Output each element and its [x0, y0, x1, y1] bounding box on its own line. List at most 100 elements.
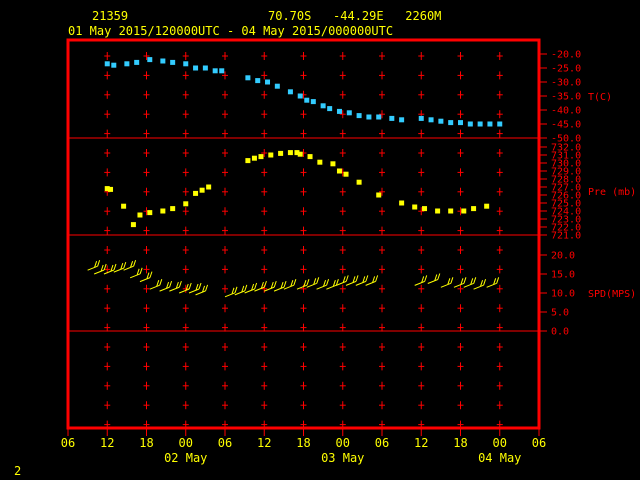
wind-barb: [463, 277, 477, 288]
y-tick-label: 732.0: [551, 143, 581, 154]
data-point: [317, 159, 323, 165]
time-period: 01 May 2015/120000UTC - 04 May 2015/0000…: [68, 24, 394, 38]
wind-barb-shaft: [453, 282, 465, 288]
wind-barb-flag: [241, 285, 245, 293]
wind-barb-flag: [463, 277, 467, 284]
x-tick-label: 00: [336, 436, 350, 450]
data-point: [484, 203, 490, 209]
wind-barb: [283, 279, 297, 290]
wind-barb: [296, 279, 310, 290]
wind-barb-flag: [365, 275, 369, 282]
wind-barb-flag: [483, 279, 487, 286]
data-point: [199, 187, 205, 193]
y-tick-label: 726.0: [551, 191, 581, 202]
wind-barb: [306, 277, 320, 288]
wind-barb-shaft: [414, 280, 425, 286]
data-point: [435, 208, 441, 214]
wind-barb: [224, 286, 238, 298]
data-point: [438, 118, 444, 124]
data-point: [245, 75, 251, 81]
panel-name: SPD(MPS): [588, 289, 636, 300]
date-label: 02 May: [164, 451, 207, 465]
data-point: [134, 59, 140, 65]
data-point: [251, 155, 257, 161]
data-point: [160, 208, 166, 214]
data-point: [183, 61, 189, 67]
data-point: [104, 186, 110, 192]
wind-barb-flag: [205, 284, 209, 292]
wind-barb-flag: [178, 280, 182, 288]
wind-barb-flag: [123, 261, 127, 269]
wind-barb-flag: [139, 267, 143, 274]
wind-barb: [473, 279, 487, 290]
wind-barb-flag: [100, 264, 104, 272]
data-point: [366, 114, 372, 120]
wind-barb: [440, 277, 454, 288]
wind-barb-shaft: [336, 280, 347, 286]
x-tick-label: 06: [375, 436, 389, 450]
wind-barb-flag: [195, 283, 199, 291]
grid-layer: [68, 52, 539, 429]
wind-barb-flag: [460, 278, 464, 285]
data-point: [487, 121, 493, 127]
wind-barb-shaft: [316, 284, 327, 290]
wind-barb-shaft: [254, 286, 265, 292]
y-tick-label: 730.0: [551, 159, 581, 170]
data-point: [297, 151, 303, 157]
wind-barb-shaft: [273, 286, 285, 292]
wind-barb: [414, 275, 428, 286]
wind-barb-shaft: [244, 288, 255, 294]
wind-barb-flag: [421, 276, 425, 283]
x-tick-label: 00: [493, 436, 507, 450]
wind-barb: [123, 260, 137, 271]
y-tick-label: 729.0: [551, 167, 581, 178]
wind-barb-flag: [362, 276, 366, 283]
wind-barb-shaft: [149, 284, 160, 290]
date-label: 04 May: [478, 451, 521, 465]
panel-name: T(C): [588, 92, 612, 103]
wind-barb-flag: [437, 273, 441, 280]
wind-barb: [113, 261, 127, 273]
data-point: [206, 184, 212, 190]
y-tick-label: 731.0: [551, 151, 581, 162]
wind-barb-flag: [473, 277, 477, 284]
wind-barb-flag: [303, 280, 307, 287]
wind-barb-flag: [166, 281, 170, 289]
wind-barb-flag: [110, 264, 114, 272]
wind-barb-flag: [94, 261, 98, 268]
wind-barb-flag: [103, 263, 107, 271]
wind-barb: [103, 263, 117, 275]
wind-barb-shaft: [345, 280, 357, 286]
data-layer: [87, 57, 503, 298]
data-point: [245, 158, 251, 164]
wind-barb-flag: [316, 277, 320, 284]
data-point: [310, 99, 316, 105]
wind-barb-flag: [188, 282, 192, 290]
wind-barb-shaft: [93, 269, 105, 275]
data-point: [307, 154, 313, 160]
data-point: [356, 179, 362, 185]
wind-barb: [355, 275, 369, 286]
wind-barb-flag: [270, 281, 274, 289]
wind-barb-flag: [185, 283, 189, 291]
wind-barb-flag: [231, 287, 235, 294]
wind-barb: [87, 260, 101, 271]
wind-barb-shaft: [473, 284, 484, 290]
wind-barb-shaft: [365, 280, 376, 286]
x-tick-label: 06: [218, 436, 232, 450]
data-point: [448, 208, 454, 214]
x-tick-label: 06: [61, 436, 75, 450]
data-point: [471, 206, 477, 212]
y-tick-label: 724.0: [551, 207, 581, 218]
wind-barb: [234, 284, 248, 296]
wind-barb: [129, 267, 143, 279]
wind-barb-flag: [175, 281, 179, 289]
wind-barb: [93, 263, 107, 275]
wind-barb-flag: [424, 275, 428, 282]
wind-barb-shaft: [169, 286, 180, 292]
y-tick-label: 5.0: [551, 308, 569, 319]
wind-barb-flag: [260, 281, 264, 289]
wind-barb-flag: [323, 280, 327, 287]
y-tick-label: -50.0: [551, 134, 581, 145]
data-point: [287, 150, 293, 156]
